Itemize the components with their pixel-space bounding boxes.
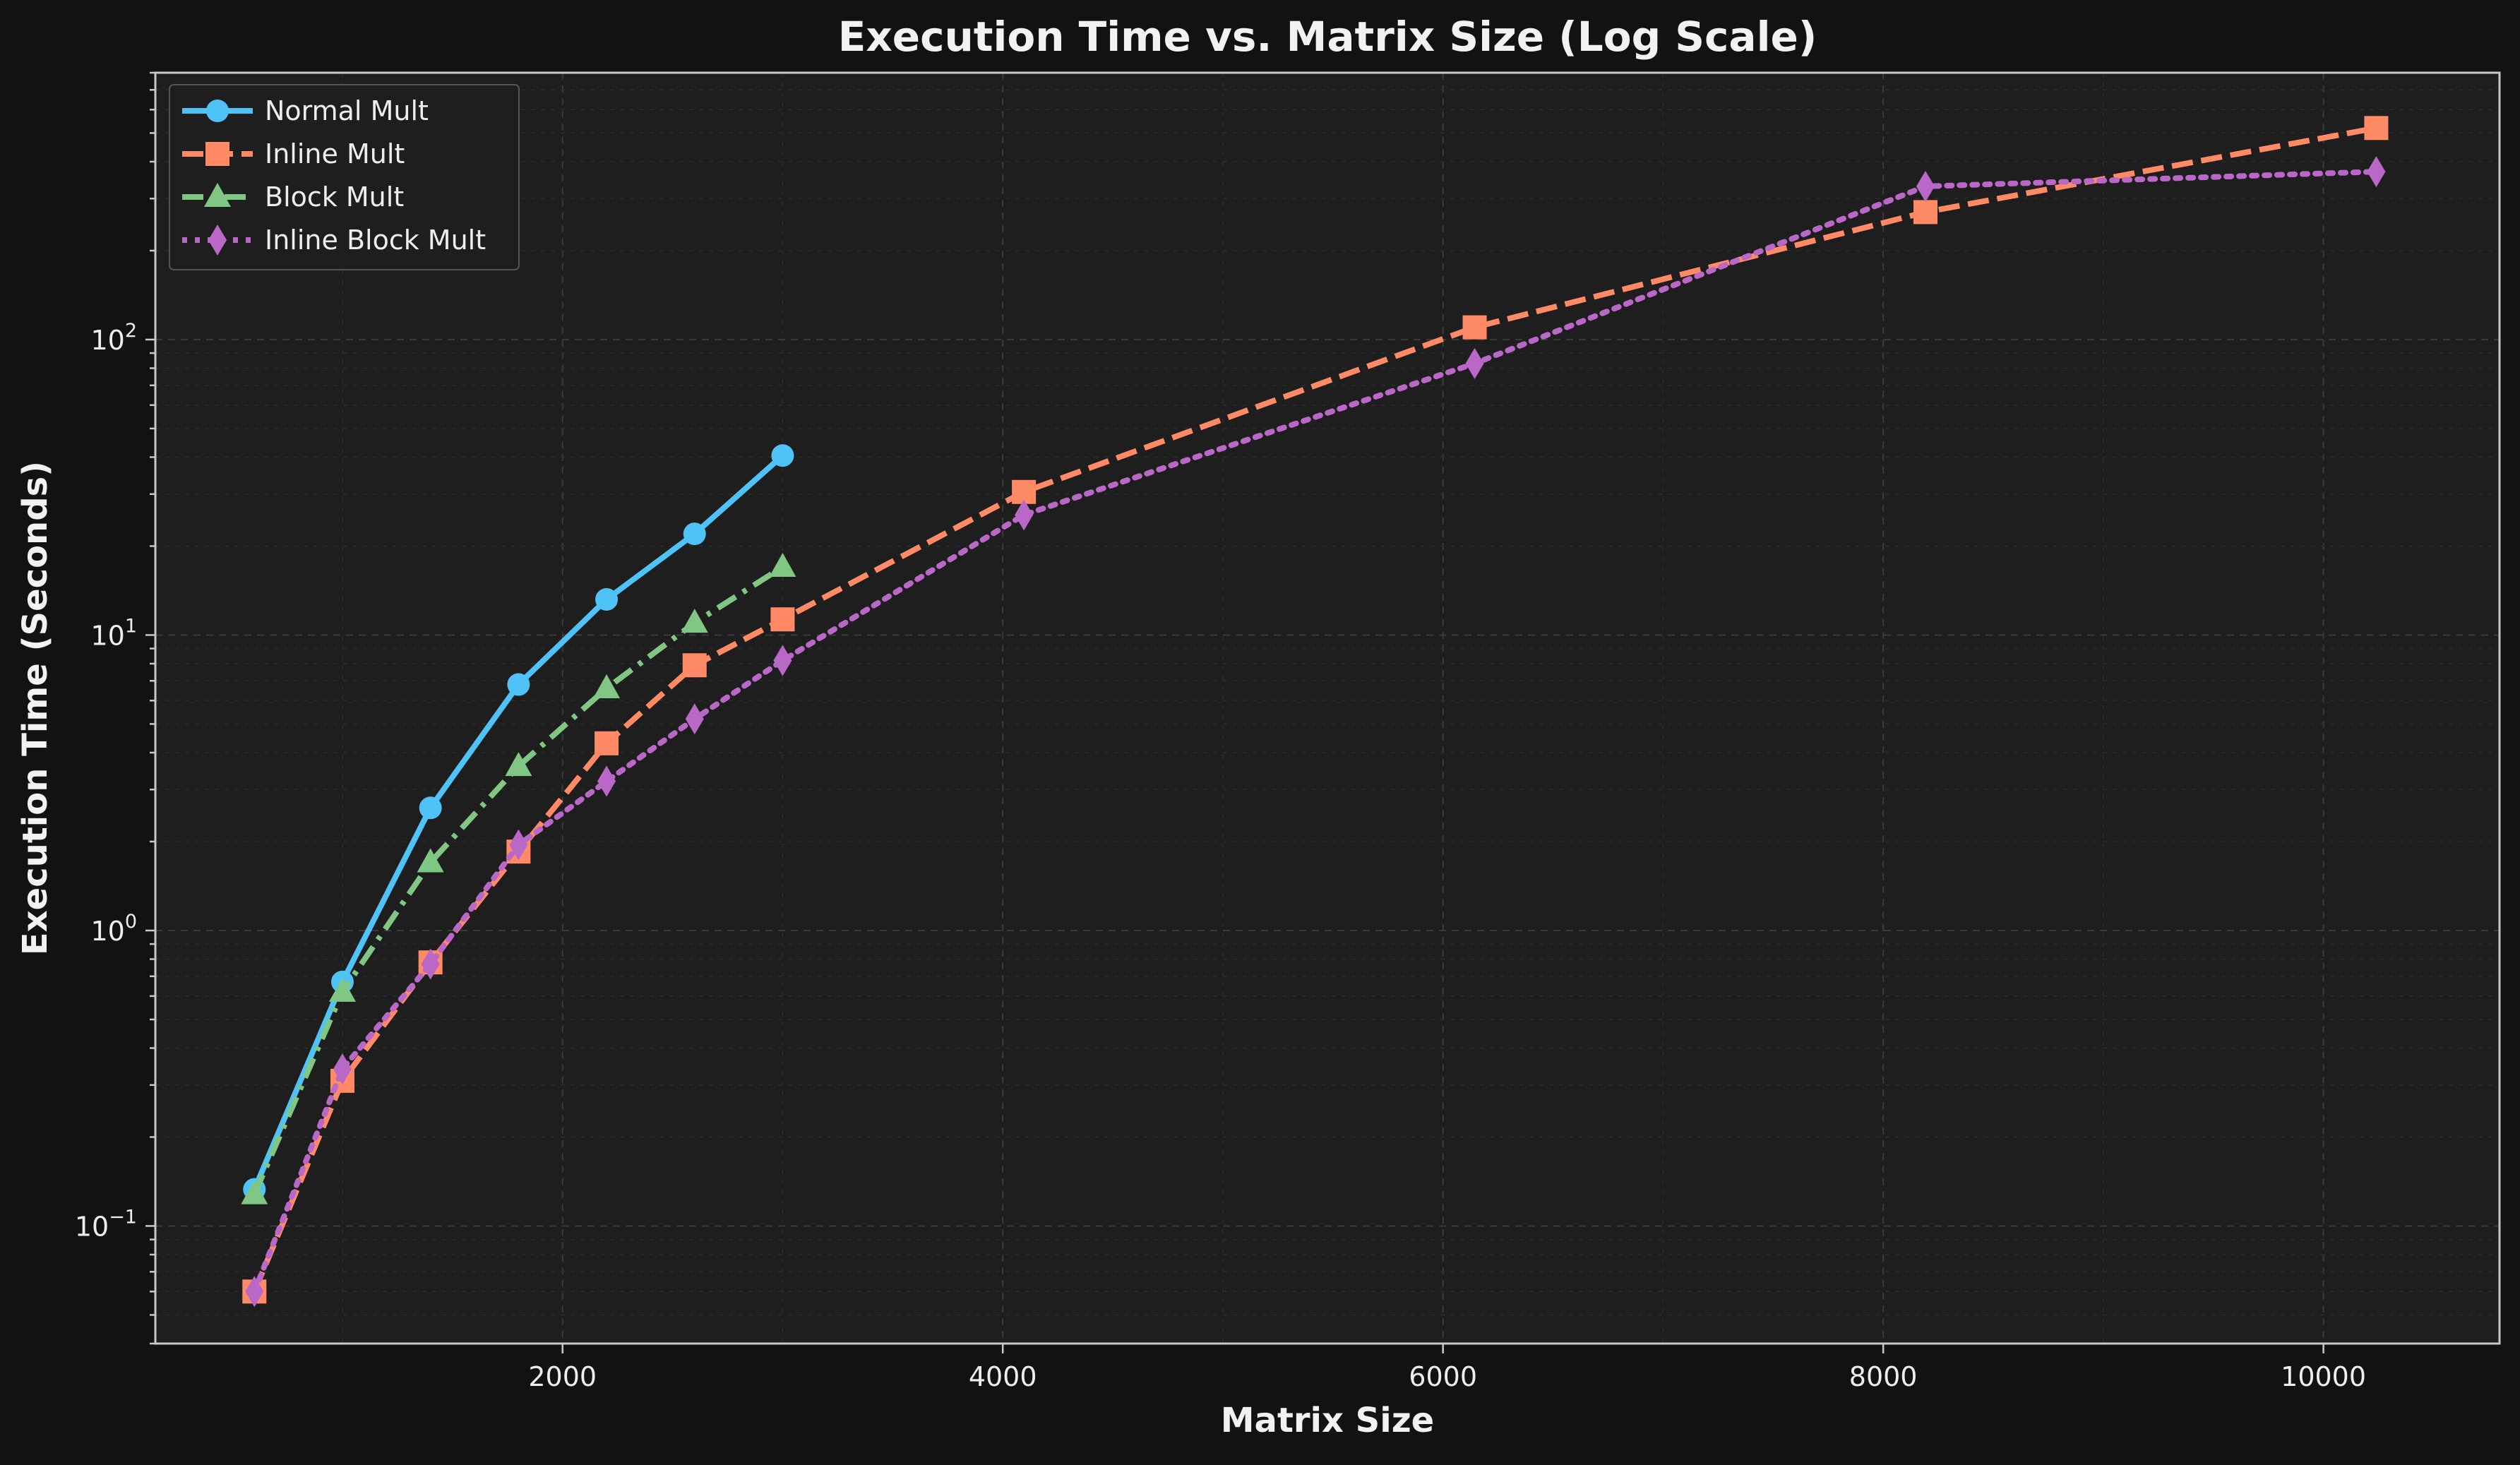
legend-label: Inline Mult — [265, 138, 405, 169]
series-block-mult — [241, 553, 796, 1204]
data-point — [1916, 170, 1935, 202]
legend-label: Inline Block Mult — [265, 225, 486, 256]
legend-label: Normal Mult — [265, 95, 429, 126]
data-point — [241, 1180, 268, 1204]
x-tick-label: 6000 — [1409, 1361, 1477, 1392]
data-point — [593, 674, 621, 698]
x-tick-label: 2000 — [528, 1361, 597, 1392]
data-point — [597, 765, 616, 797]
data-point — [682, 653, 707, 678]
data-point — [771, 444, 794, 467]
grid — [155, 72, 2500, 1344]
data-point — [419, 796, 442, 820]
series-layer — [241, 116, 2389, 1308]
x-tick-label: 4000 — [969, 1361, 1037, 1392]
data-point — [2367, 156, 2386, 188]
x-tick-label: 10000 — [2281, 1361, 2366, 1392]
chart-title: Execution Time vs. Matrix Size (Log Scal… — [838, 13, 1817, 61]
data-point — [595, 587, 619, 611]
legend-marker — [206, 100, 229, 122]
data-point — [770, 607, 795, 632]
y-tick-label: 10−1 — [75, 1206, 137, 1242]
data-point — [769, 553, 796, 578]
legend-marker — [205, 142, 229, 166]
data-point — [417, 848, 444, 873]
y-axis-label: Execution Time (Seconds) — [16, 461, 55, 955]
data-point — [1913, 200, 1937, 225]
data-point — [1015, 499, 1034, 531]
data-point — [2364, 116, 2389, 140]
legend-marker — [208, 225, 227, 256]
legend-item: Inline Block Mult — [182, 225, 486, 256]
legend-label: Block Mult — [265, 181, 404, 213]
data-point — [421, 948, 440, 980]
data-point — [333, 1053, 352, 1085]
data-point — [245, 1276, 264, 1308]
y-tick-label: 102 — [90, 320, 137, 356]
data-point — [685, 703, 704, 735]
data-point — [507, 673, 530, 696]
data-point — [1465, 347, 1484, 379]
legend: Normal Mult Inline Mult Block Mult Inline B… — [169, 84, 520, 270]
legend-box — [169, 84, 520, 270]
data-point — [328, 977, 356, 1002]
series-inline-block-mult — [245, 156, 2386, 1308]
legend-item: Inline Mult — [182, 138, 405, 169]
plot-area — [155, 73, 2500, 1344]
data-point — [509, 829, 528, 861]
y-tick-label: 101 — [90, 615, 137, 651]
data-point — [505, 752, 532, 777]
legend-item: Block Mult — [182, 181, 404, 213]
legend-marker — [204, 183, 231, 207]
x-tick-label: 8000 — [1849, 1361, 1918, 1392]
data-point — [681, 609, 708, 633]
data-point — [595, 731, 619, 755]
data-point — [773, 645, 792, 676]
x-axis-label: Matrix Size — [1221, 1401, 1434, 1440]
y-tick-label: 100 — [90, 911, 137, 947]
axes: 2000 4000 6000 8000 10000 10−1 100 101 102 — [75, 71, 2366, 1392]
legend-item: Normal Mult — [182, 95, 429, 126]
data-point — [1462, 315, 1487, 340]
plot-frame — [154, 71, 2501, 1345]
data-point — [683, 522, 706, 546]
